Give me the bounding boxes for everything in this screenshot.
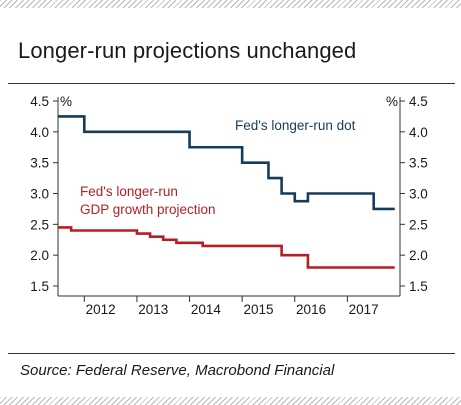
y-tick-label-left: 4.0 [30, 125, 49, 140]
series-label-gdp-line2: GDP growth projection [80, 202, 216, 217]
x-tick-label: 2012 [86, 302, 116, 317]
title-divider [8, 83, 455, 84]
series-label-fed-dot: Fed's longer-run dot [235, 118, 356, 133]
y-tick-label-right: 3.0 [409, 187, 428, 202]
series-line-fed-dot [58, 115, 395, 211]
y-unit-left: % [60, 94, 72, 109]
chart-title: Longer-run projections unchanged [18, 38, 357, 63]
x-tick-label: 2014 [191, 302, 222, 317]
y-tick-label-left: 1.5 [30, 279, 49, 294]
bottom-hatch-border [0, 397, 461, 405]
y-tick-label-right: 4.0 [409, 125, 428, 140]
y-unit-right: % [386, 94, 398, 109]
y-tick-label-right: 1.5 [409, 279, 428, 294]
series-label-gdp-line1: Fed's longer-run [80, 184, 178, 199]
y-tick-label-right: 2.5 [409, 217, 428, 232]
y-tick-label-right: 2.0 [409, 248, 428, 263]
source-note: Source: Federal Reserve, Macrobond Finan… [20, 362, 335, 379]
y-tick-label-left: 4.5 [30, 94, 49, 109]
y-tick-label-left: 2.0 [30, 248, 49, 263]
y-tick-label-left: 3.5 [30, 156, 49, 171]
x-tick-label: 2015 [243, 302, 273, 317]
x-tick-label: 2016 [296, 302, 326, 317]
y-tick-label-right: 4.5 [409, 94, 428, 109]
source-divider [8, 353, 455, 354]
series-line-gdp-growth [58, 226, 395, 269]
y-tick-label-left: 2.5 [30, 217, 49, 232]
y-tick-label-right: 3.5 [409, 156, 428, 171]
x-tick-label: 2017 [349, 302, 379, 317]
x-tick-label: 2013 [138, 302, 168, 317]
y-tick-label-left: 3.0 [30, 187, 49, 202]
top-hatch-border [0, 0, 461, 8]
